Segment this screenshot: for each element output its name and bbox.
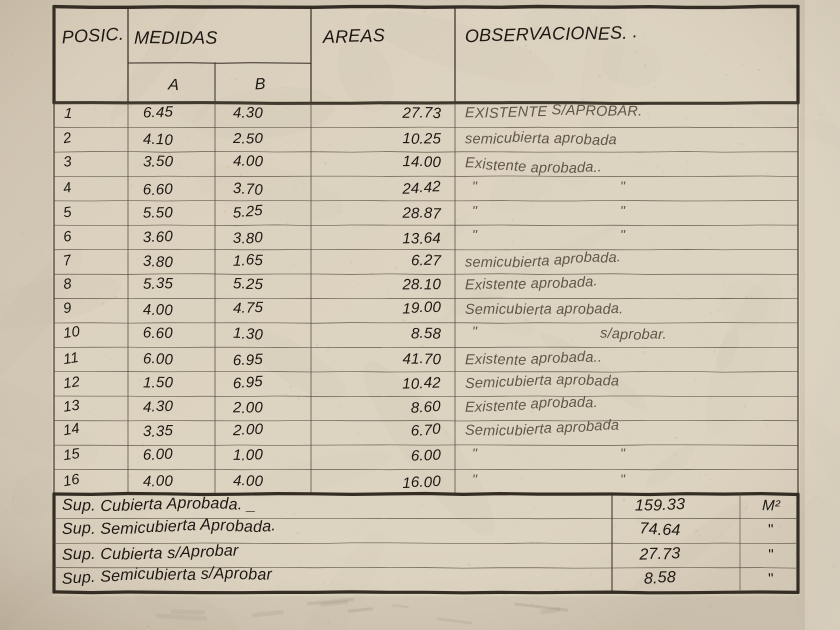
svg-text:": " <box>472 178 478 194</box>
svg-text:3.50: 3.50 <box>143 152 174 171</box>
svg-text:5.50: 5.50 <box>143 204 174 222</box>
svg-text:": " <box>768 571 774 588</box>
svg-text:74.64: 74.64 <box>639 520 680 539</box>
svg-text:OBSERVACIONES. .: OBSERVACIONES. . <box>465 21 638 46</box>
svg-text:10: 10 <box>62 324 81 342</box>
svg-text:3.60: 3.60 <box>143 228 174 246</box>
svg-text:8.58: 8.58 <box>644 569 676 587</box>
svg-text:": " <box>472 471 478 487</box>
svg-text:19.00: 19.00 <box>402 299 441 318</box>
svg-text:1: 1 <box>64 106 73 122</box>
svg-text:": " <box>472 227 478 243</box>
svg-text:4.30: 4.30 <box>233 104 264 122</box>
svg-text:14: 14 <box>62 421 81 440</box>
svg-text:AREAS: AREAS <box>322 25 385 47</box>
svg-text:27.73: 27.73 <box>401 104 441 123</box>
svg-text:Semicubierta aprobada.: Semicubierta aprobada. <box>465 300 624 319</box>
svg-text:": " <box>768 546 774 563</box>
svg-text:6.00: 6.00 <box>143 446 174 464</box>
svg-text:4.00: 4.00 <box>233 472 264 490</box>
svg-text:3.35: 3.35 <box>143 422 174 441</box>
svg-text:4.00: 4.00 <box>143 301 174 320</box>
svg-text:": " <box>768 521 774 538</box>
svg-text:": " <box>472 323 478 339</box>
svg-text:1.30: 1.30 <box>233 325 264 344</box>
svg-text:14.00: 14.00 <box>402 153 441 171</box>
svg-text:6.95: 6.95 <box>233 373 264 392</box>
svg-text:4.00: 4.00 <box>233 152 264 170</box>
svg-text:s/aprobar.: s/aprobar. <box>600 325 667 344</box>
svg-text:41.70: 41.70 <box>402 350 441 368</box>
svg-text:6.27: 6.27 <box>411 252 442 270</box>
svg-text:15: 15 <box>62 446 81 464</box>
svg-text:1.65: 1.65 <box>233 251 264 269</box>
svg-text:10.25: 10.25 <box>402 130 441 148</box>
svg-text:24.42: 24.42 <box>401 178 441 198</box>
svg-text:6.00: 6.00 <box>411 447 442 465</box>
svg-text:3.70: 3.70 <box>233 180 264 200</box>
svg-text:A: A <box>167 76 180 94</box>
svg-text:10.42: 10.42 <box>402 374 442 393</box>
svg-text:POSIC.: POSIC. <box>61 24 124 48</box>
svg-text:8.58: 8.58 <box>411 325 442 343</box>
svg-text:6.60: 6.60 <box>143 180 174 199</box>
svg-text:2.00: 2.00 <box>232 399 264 417</box>
svg-text:Sup. Cubierta Aprobada. _: Sup. Cubierta Aprobada. _ <box>62 495 256 516</box>
svg-text:": " <box>620 471 626 487</box>
svg-text:5.35: 5.35 <box>143 275 174 293</box>
svg-text:6.45: 6.45 <box>143 103 174 121</box>
svg-text:": " <box>620 178 626 194</box>
svg-text:4.75: 4.75 <box>233 299 264 318</box>
svg-text:28.87: 28.87 <box>401 204 441 222</box>
svg-text:13: 13 <box>62 397 81 415</box>
svg-text:5.25: 5.25 <box>233 275 264 293</box>
svg-text:1.00: 1.00 <box>233 446 264 464</box>
svg-text:": " <box>620 203 626 219</box>
svg-text:B: B <box>254 76 266 94</box>
svg-text:6.60: 6.60 <box>143 324 174 343</box>
svg-text:11: 11 <box>62 350 80 368</box>
svg-text:13.64: 13.64 <box>402 229 441 248</box>
svg-text:6.95: 6.95 <box>233 351 264 369</box>
svg-text:MEDIDAS: MEDIDAS <box>134 26 218 49</box>
svg-text:2.50: 2.50 <box>232 130 263 148</box>
svg-text:M²: M² <box>762 497 781 515</box>
svg-text:semicubierta aprobada: semicubierta aprobada <box>465 129 617 149</box>
svg-text:12: 12 <box>62 374 81 392</box>
svg-text:3.80: 3.80 <box>143 253 174 271</box>
svg-text:6.00: 6.00 <box>143 350 174 368</box>
svg-text:4.30: 4.30 <box>143 398 174 417</box>
svg-text:5.25: 5.25 <box>233 202 264 222</box>
svg-text:8.60: 8.60 <box>410 398 441 417</box>
svg-text:": " <box>472 203 478 219</box>
svg-text:6.70: 6.70 <box>410 421 441 440</box>
svg-text:28.10: 28.10 <box>401 276 441 293</box>
svg-text:16.00: 16.00 <box>402 473 441 492</box>
svg-text:": " <box>620 445 626 461</box>
svg-text:3.80: 3.80 <box>233 229 264 248</box>
svg-text:4.00: 4.00 <box>143 472 174 490</box>
svg-text:159.33: 159.33 <box>635 496 685 515</box>
svg-text:1.50: 1.50 <box>143 374 174 392</box>
svg-text:": " <box>620 227 626 243</box>
svg-text:2.00: 2.00 <box>232 420 264 440</box>
svg-text:": " <box>472 445 478 461</box>
svg-text:27.73: 27.73 <box>638 545 680 563</box>
svg-text:4.10: 4.10 <box>143 131 174 149</box>
